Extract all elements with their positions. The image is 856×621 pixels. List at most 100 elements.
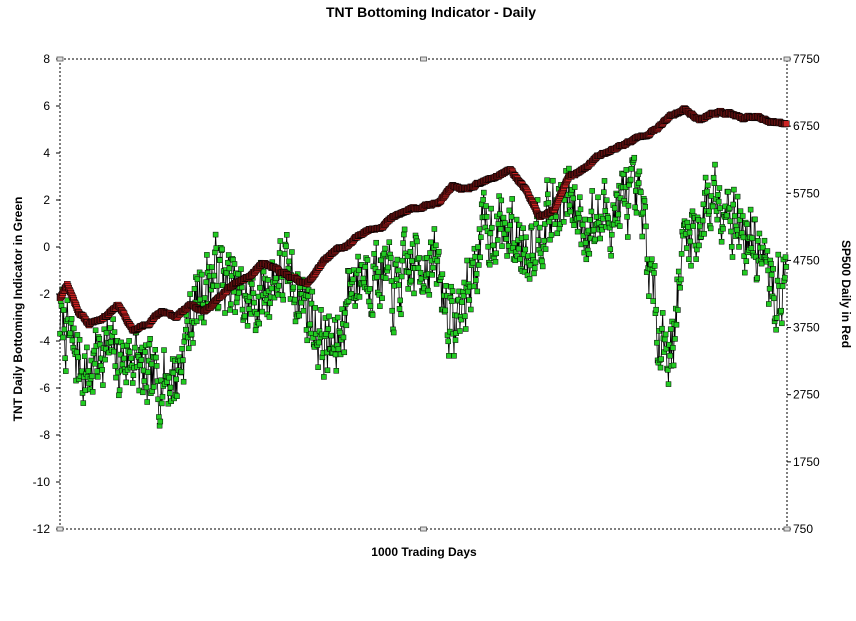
frame-marker <box>56 526 64 532</box>
indicator-point <box>452 337 459 343</box>
indicator-point <box>85 368 92 374</box>
indicator-point <box>241 313 248 319</box>
indicator-point <box>433 281 440 287</box>
indicator-point <box>532 259 539 266</box>
indicator-point <box>88 357 95 364</box>
indicator-point <box>677 284 683 291</box>
indicator-point <box>537 224 543 231</box>
indicator-point <box>356 267 362 274</box>
y-left-tick-label: 6 <box>43 99 50 113</box>
indicator-point <box>113 374 119 381</box>
indicator-point <box>188 331 195 338</box>
indicator-point <box>414 238 420 245</box>
indicator-point <box>566 165 572 172</box>
indicator-point <box>577 206 584 213</box>
indicator-point <box>462 326 469 332</box>
indicator-point <box>583 256 590 263</box>
indicator-point <box>112 363 119 369</box>
indicator-point <box>305 293 311 299</box>
y-right-tick-label: 2750 <box>793 388 820 402</box>
y-left-tick-label: 4 <box>43 146 50 160</box>
indicator-point <box>500 214 507 221</box>
indicator-point <box>428 239 434 246</box>
indicator-point <box>687 238 694 245</box>
indicator-point <box>734 193 741 200</box>
indicator-point <box>614 192 620 198</box>
indicator-point <box>107 325 113 331</box>
indicator-point <box>451 353 457 359</box>
indicator-point <box>86 380 92 387</box>
indicator-point <box>507 222 513 228</box>
indicator-point <box>725 189 731 195</box>
y-right-tick-label: 3750 <box>793 321 820 335</box>
indicator-point <box>372 265 379 272</box>
indicator-point <box>550 177 556 184</box>
indicator-point <box>159 394 166 400</box>
indicator-point <box>720 225 726 232</box>
indicator-point <box>308 300 315 307</box>
indicator-point <box>161 347 167 353</box>
indicator-point <box>416 255 422 261</box>
indicator-point <box>670 345 676 351</box>
indicator-point <box>404 253 411 259</box>
indicator-point <box>271 294 278 301</box>
indicator-point <box>64 297 71 304</box>
indicator-point <box>498 197 505 204</box>
indicator-point <box>620 171 627 178</box>
indicator-point <box>485 243 491 250</box>
y-right-tick-label: 4750 <box>793 253 820 267</box>
indicator-point <box>631 154 638 161</box>
indicator-point <box>531 265 538 271</box>
indicator-point <box>60 334 66 341</box>
indicator-point <box>382 245 388 252</box>
indicator-point <box>533 221 539 227</box>
indicator-point <box>246 293 253 300</box>
indicator-point <box>768 271 775 278</box>
indicator-point <box>375 269 382 275</box>
indicator-point <box>325 326 332 332</box>
indicator-point <box>458 316 465 323</box>
indicator-point <box>667 352 673 359</box>
indicator-point <box>446 353 452 359</box>
indicator-point <box>289 249 295 255</box>
indicator-point <box>238 266 244 272</box>
indicator-point <box>566 202 573 209</box>
indicator-point <box>377 303 383 309</box>
indicator-point <box>153 354 159 361</box>
indicator-point <box>587 217 593 223</box>
indicator-point <box>356 294 363 300</box>
indicator-point <box>222 310 228 316</box>
indicator-point <box>312 305 318 311</box>
indicator-point <box>595 220 602 226</box>
indicator-point <box>586 250 593 257</box>
indicator-point <box>625 202 632 209</box>
indicator-point <box>252 327 259 334</box>
indicator-point <box>639 233 646 240</box>
indicator-point <box>62 355 68 361</box>
indicator-point <box>589 188 595 194</box>
indicator-point <box>84 344 90 351</box>
indicator-point <box>481 189 487 196</box>
indicator-point <box>276 250 283 256</box>
indicator-point <box>475 244 481 250</box>
indicator-point <box>386 239 393 245</box>
indicator-point <box>627 176 634 183</box>
indicator-point <box>342 310 348 316</box>
indicator-point <box>693 256 699 262</box>
indicator-point <box>393 261 399 268</box>
indicator-point <box>63 368 69 374</box>
indicator-point <box>514 253 521 260</box>
indicator-point <box>770 266 776 272</box>
indicator-point <box>276 282 282 289</box>
indicator-point <box>199 271 205 278</box>
indicator-point <box>782 274 788 281</box>
y-right-tick-label: 750 <box>793 522 813 536</box>
indicator-point <box>547 236 553 243</box>
indicator-point <box>654 339 660 346</box>
indicator-point <box>280 296 286 303</box>
indicator-point <box>699 217 706 224</box>
indicator-point <box>445 338 451 345</box>
y-left-tick-label: 8 <box>43 52 50 66</box>
indicator-point <box>747 206 754 213</box>
indicator-point <box>371 251 377 257</box>
